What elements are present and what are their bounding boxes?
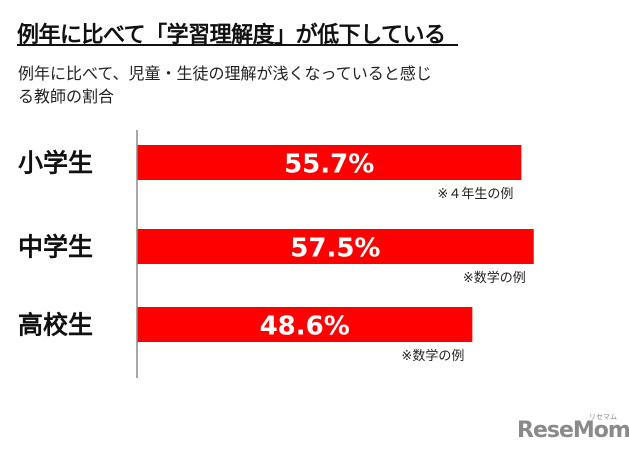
resemom-logo: ReseMom bbox=[517, 418, 629, 443]
resemom-logo-kana: リセマム bbox=[589, 413, 617, 421]
bar-2 bbox=[137, 229, 534, 264]
category-label: 中学生 bbox=[18, 233, 93, 262]
bar-3 bbox=[137, 307, 473, 342]
bar-1 bbox=[137, 145, 522, 180]
data-label: 48.6% bbox=[260, 312, 350, 342]
data-label: 57.5% bbox=[290, 234, 380, 264]
data-label: 55.7% bbox=[284, 150, 374, 180]
note-label: ※数学の例 bbox=[463, 270, 526, 286]
title-underline bbox=[17, 44, 458, 46]
chart-subtitle: 例年に比べて、児童・生徒の理解が浅くなっていると感じる教師の割合 bbox=[18, 64, 432, 106]
category-label: 小学生 bbox=[18, 149, 93, 178]
chart-title: 例年に比べて「学習理解度」が低下している bbox=[17, 23, 446, 48]
note-label: ※数学の例 bbox=[401, 348, 464, 364]
category-label: 高校生 bbox=[18, 311, 93, 340]
note-label: ※４年生の例 bbox=[437, 187, 513, 202]
